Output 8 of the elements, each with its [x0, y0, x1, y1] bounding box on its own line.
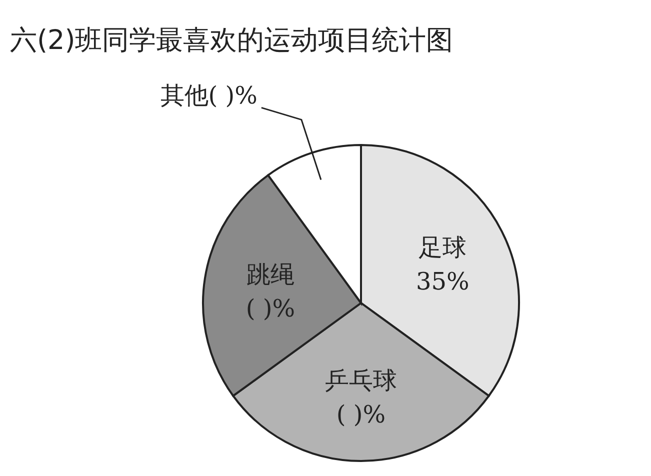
slice-label: 其他( )%: [160, 82, 258, 110]
slice-label: 乒乓球: [325, 366, 397, 395]
data-label: ( )%: [336, 400, 386, 429]
slice-label: 跳绳: [246, 260, 294, 289]
chart-title: 六(2)班同学最喜欢的运动项目统计图: [10, 24, 454, 58]
data-label: 35%: [416, 267, 470, 296]
slice-label: 足球: [418, 233, 467, 262]
data-label: ( )%: [246, 294, 296, 323]
